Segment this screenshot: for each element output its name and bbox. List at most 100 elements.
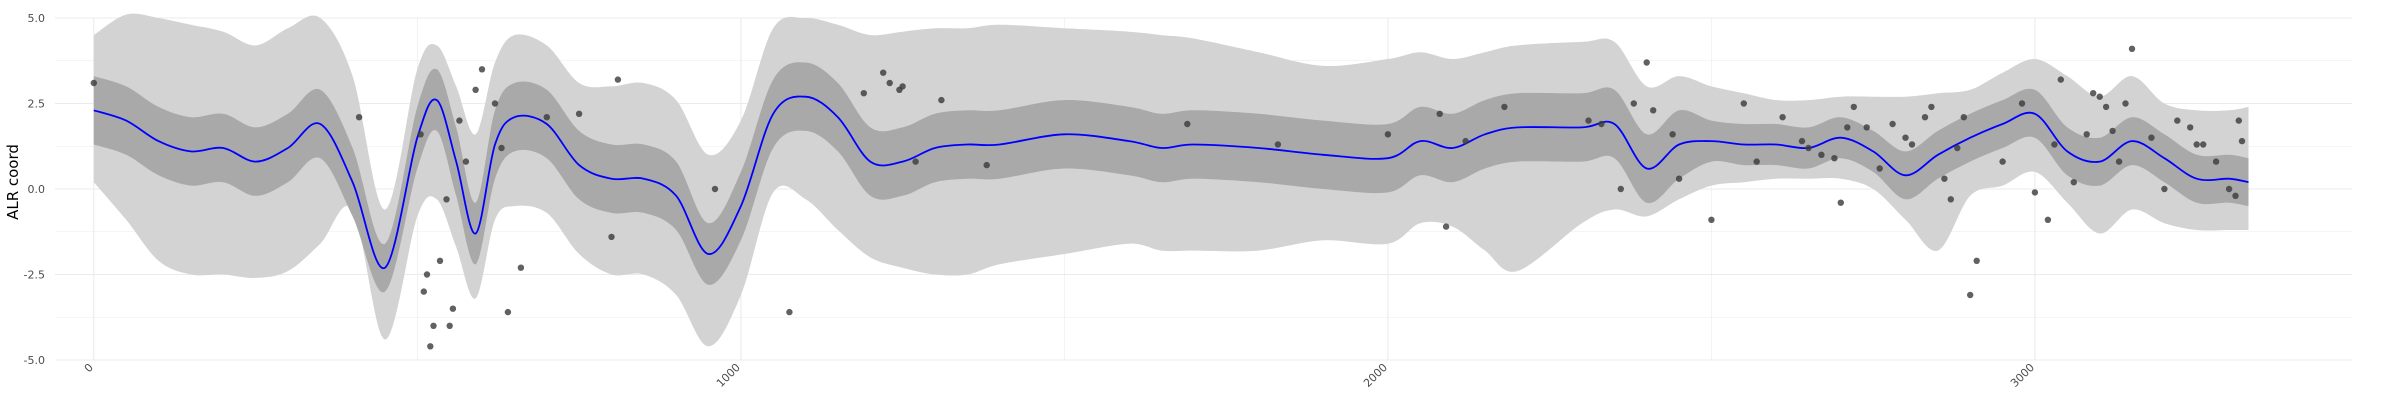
data-point <box>1941 175 1948 182</box>
data-point <box>423 271 431 278</box>
y-tick-label: -5.0 <box>24 354 45 367</box>
data-point <box>430 322 437 329</box>
data-point <box>1669 131 1676 138</box>
data-point <box>2238 137 2246 145</box>
inner-band <box>93 62 2249 293</box>
data-point <box>420 288 427 295</box>
data-point <box>2128 45 2136 52</box>
data-point <box>2225 185 2233 193</box>
data-point <box>1740 100 1748 107</box>
data-point <box>1889 120 1896 128</box>
data-point <box>355 114 363 121</box>
data-point <box>2187 124 2194 131</box>
data-point <box>1837 199 1845 206</box>
data-point <box>1954 144 1961 152</box>
data-point <box>1947 196 1955 203</box>
data-point <box>983 161 990 169</box>
mean-line <box>93 95 2249 269</box>
data-point <box>1798 137 1806 145</box>
data-point <box>2102 103 2110 111</box>
data-point <box>2070 179 2077 186</box>
data-point <box>2083 131 2090 138</box>
data-point <box>1960 114 1968 121</box>
data-point <box>886 79 893 87</box>
data-point <box>1902 134 1909 141</box>
data-point <box>1585 117 1592 124</box>
data-point <box>2200 141 2207 148</box>
mean-line-group <box>93 95 2249 269</box>
data-point <box>2090 90 2097 97</box>
data-point <box>1630 100 1638 107</box>
data-point <box>1598 120 1605 128</box>
data-point <box>938 96 945 104</box>
data-point <box>2044 216 2052 223</box>
data-point <box>614 76 622 83</box>
data-point <box>2193 141 2200 148</box>
y-tick-label: -2.5 <box>24 269 45 282</box>
data-point <box>2161 185 2168 193</box>
data-point <box>1831 155 1838 162</box>
data-point <box>427 343 434 350</box>
data-point <box>478 66 486 73</box>
data-point <box>2148 134 2155 141</box>
data-point <box>1863 124 1870 131</box>
data-point <box>2212 158 2220 165</box>
data-point <box>498 144 505 152</box>
data-point <box>1999 158 2006 165</box>
data-point <box>504 308 512 316</box>
data-point <box>462 158 470 165</box>
data-point <box>1643 59 1650 66</box>
data-point <box>899 83 906 90</box>
data-point <box>608 233 615 241</box>
data-point <box>1708 216 1715 223</box>
data-point <box>436 257 444 264</box>
data-point <box>1850 103 1858 111</box>
data-point <box>575 110 583 118</box>
data-point <box>1675 175 1683 182</box>
data-point <box>2232 192 2239 199</box>
data-point <box>2115 158 2123 165</box>
data-point <box>1442 223 1450 230</box>
data-point <box>1818 151 1825 158</box>
data-point <box>1921 114 1929 121</box>
data-point <box>1928 103 1935 111</box>
data-point <box>1967 291 1974 299</box>
y-tick-label: 2.5 <box>28 98 46 111</box>
data-point <box>1274 141 1282 148</box>
data-point <box>1501 103 1508 111</box>
data-point <box>2031 189 2039 196</box>
data-point <box>2122 100 2129 107</box>
x-tick-label: 3000 <box>2008 361 2037 390</box>
y-tick-label: 0.0 <box>28 183 46 196</box>
data-point <box>880 69 887 76</box>
data-point <box>1436 110 1443 118</box>
data-point <box>912 158 919 165</box>
data-point <box>2018 100 2026 107</box>
data-point <box>786 308 793 316</box>
x-tick-label: 0 <box>82 361 96 375</box>
data-point <box>449 305 457 312</box>
data-point <box>1184 120 1191 128</box>
x-axis: 0 1000 2000 3000 <box>82 361 2037 390</box>
data-point <box>1650 107 1657 114</box>
data-point <box>472 86 479 94</box>
data-point <box>1876 165 1883 172</box>
data-point <box>1844 124 1851 131</box>
data-point <box>443 196 450 203</box>
data-point <box>1384 131 1392 138</box>
data-point <box>1805 144 1812 152</box>
y-axis-title: ALR coord <box>4 144 22 220</box>
data-point <box>2109 127 2116 135</box>
data-point <box>1908 141 1916 148</box>
data-point <box>1973 257 1980 264</box>
data-point <box>1753 158 1760 165</box>
data-point <box>456 117 463 124</box>
data-point <box>1617 185 1625 193</box>
data-point <box>446 322 453 329</box>
data-point <box>1462 137 1469 145</box>
inner-band-area <box>93 62 2249 293</box>
data-point <box>517 264 525 271</box>
x-tick-label: 1000 <box>714 361 743 390</box>
data-points <box>90 45 2246 350</box>
